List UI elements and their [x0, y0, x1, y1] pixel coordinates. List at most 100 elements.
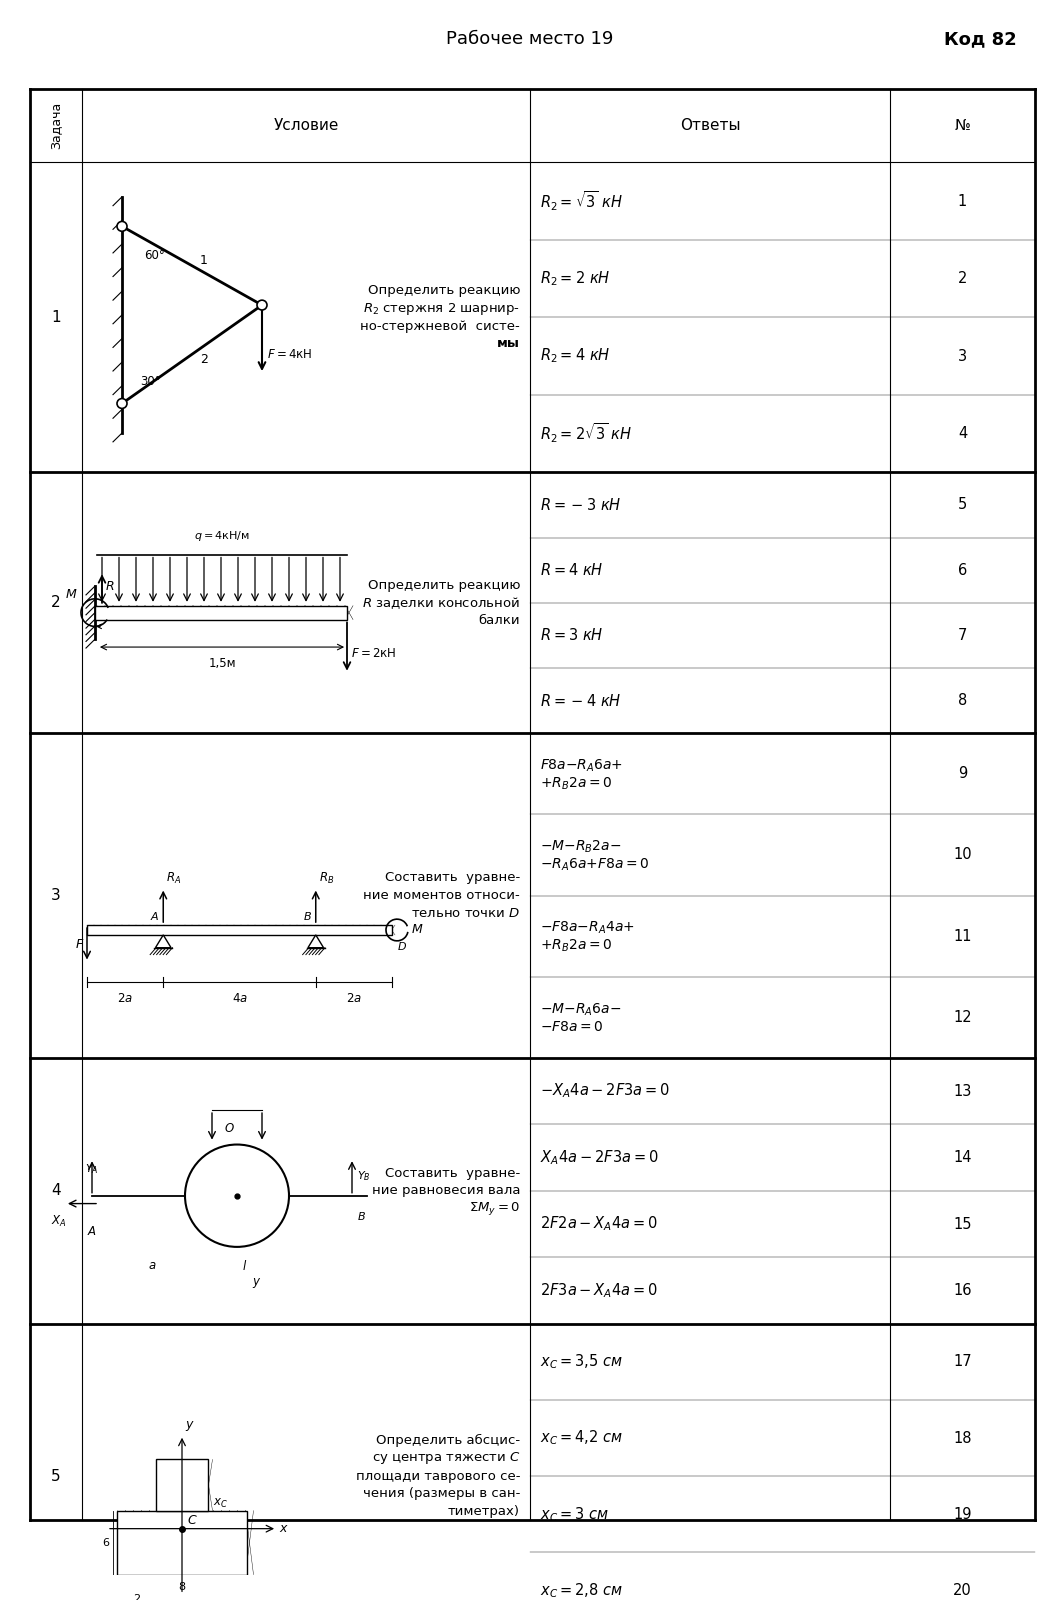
Text: $R$ заделки консольной: $R$ заделки консольной — [362, 595, 520, 611]
Text: 11: 11 — [953, 928, 972, 944]
Text: 5: 5 — [51, 1469, 60, 1483]
Text: $O$: $O$ — [223, 1122, 234, 1134]
Circle shape — [116, 221, 127, 232]
Text: тиметрах): тиметрах) — [448, 1506, 520, 1518]
Text: $-R_A6a{+}F8a{=}0$: $-R_A6a{+}F8a{=}0$ — [540, 856, 649, 874]
Text: Рабочее место 19: Рабочее место 19 — [446, 30, 613, 48]
Text: 6: 6 — [958, 563, 967, 578]
Text: $-M{-}R_B2a{-}$: $-M{-}R_B2a{-}$ — [540, 838, 622, 856]
Text: $x_C=3{,}5$ см: $x_C=3{,}5$ см — [540, 1352, 623, 1371]
Text: 16: 16 — [953, 1283, 972, 1298]
Text: $R=-3$ кН: $R=-3$ кН — [540, 498, 622, 514]
Text: $M$: $M$ — [411, 923, 424, 936]
Bar — [87, 925, 392, 934]
Bar — [156, 1459, 208, 1510]
Text: 2: 2 — [957, 270, 967, 286]
Text: $y$: $y$ — [252, 1277, 262, 1291]
Text: $R_2=\sqrt{3}$ кН: $R_2=\sqrt{3}$ кН — [540, 189, 623, 213]
Text: $-F8a{-}R_A4a{+}$: $-F8a{-}R_A4a{+}$ — [540, 920, 634, 936]
Text: $2a$: $2a$ — [118, 992, 133, 1005]
Text: Составить  уравне-: Составить уравне- — [384, 1166, 520, 1179]
Text: 18: 18 — [953, 1430, 972, 1445]
Text: 19: 19 — [953, 1507, 972, 1522]
Text: Условие: Условие — [273, 118, 339, 133]
Text: $l$: $l$ — [243, 1259, 247, 1272]
Text: Составить  уравне-: Составить уравне- — [384, 872, 520, 885]
Text: $-F8a{=}0$: $-F8a{=}0$ — [540, 1021, 604, 1034]
Text: $D$: $D$ — [397, 939, 407, 952]
Text: площади таврового се-: площади таврового се- — [356, 1470, 520, 1483]
Text: $R_A$: $R_A$ — [166, 870, 181, 886]
Text: $R=-4$ кН: $R=-4$ кН — [540, 693, 622, 709]
Text: 4: 4 — [958, 426, 967, 442]
Text: 17: 17 — [953, 1354, 972, 1370]
Text: Определить реакцию: Определить реакцию — [367, 285, 520, 298]
Text: $F=4$кН: $F=4$кН — [267, 347, 312, 360]
Text: 10: 10 — [953, 848, 972, 862]
Text: $q=4$кН/м: $q=4$кН/м — [194, 528, 250, 542]
Text: $B$: $B$ — [357, 1211, 366, 1222]
Text: но-стержневой  систе-: но-стержневой систе- — [360, 320, 520, 333]
Text: $M$: $M$ — [65, 589, 77, 602]
Text: $\Sigma M_y=0$: $\Sigma M_y=0$ — [468, 1200, 520, 1218]
Text: 1: 1 — [958, 194, 967, 208]
Text: 13: 13 — [953, 1083, 972, 1099]
Text: $a$: $a$ — [148, 1259, 157, 1272]
Text: $2F2a-X_A4a=0$: $2F2a-X_A4a=0$ — [540, 1214, 658, 1234]
Text: $x$: $x$ — [279, 1522, 289, 1534]
Text: 14: 14 — [953, 1150, 972, 1165]
Polygon shape — [156, 934, 172, 947]
Text: 60°: 60° — [144, 250, 165, 262]
Text: $x_C$: $x_C$ — [213, 1496, 228, 1510]
Text: $Y_A$: $Y_A$ — [85, 1162, 98, 1176]
Text: $-M{-}R_A6a{-}$: $-M{-}R_A6a{-}$ — [540, 1002, 622, 1018]
Text: мы: мы — [497, 338, 520, 350]
Text: 2: 2 — [51, 595, 60, 610]
Text: $R_B$: $R_B$ — [319, 870, 334, 886]
Text: $+R_B2a{=}0$: $+R_B2a{=}0$ — [540, 776, 612, 792]
Text: 9: 9 — [958, 766, 967, 781]
Circle shape — [257, 301, 267, 310]
Text: Ответы: Ответы — [680, 118, 740, 133]
Text: Определить абсцис-: Определить абсцис- — [376, 1434, 520, 1448]
Text: $R=3$ кН: $R=3$ кН — [540, 627, 604, 643]
Text: ние моментов относи-: ние моментов относи- — [363, 890, 520, 902]
Text: $R=4$ кН: $R=4$ кН — [540, 562, 604, 578]
Text: 2: 2 — [200, 352, 208, 366]
Text: ние равновесия вала: ние равновесия вала — [372, 1184, 520, 1197]
Text: $R_2=2\sqrt{3}$ кН: $R_2=2\sqrt{3}$ кН — [540, 422, 632, 445]
Bar — [95, 606, 347, 619]
Text: 12: 12 — [953, 1010, 972, 1026]
Text: $x_C=3$ см: $x_C=3$ см — [540, 1506, 609, 1523]
Text: $B$: $B$ — [303, 910, 311, 922]
Text: 6: 6 — [102, 1538, 109, 1547]
Text: $x_C=2{,}8$ см: $x_C=2{,}8$ см — [540, 1581, 623, 1600]
Text: 20: 20 — [953, 1582, 972, 1598]
Text: 4: 4 — [51, 1184, 60, 1198]
Text: $Y_B$: $Y_B$ — [357, 1170, 371, 1182]
Text: $R_2=4$ кН: $R_2=4$ кН — [540, 347, 610, 365]
Text: 15: 15 — [953, 1216, 972, 1232]
Text: 3: 3 — [958, 349, 967, 363]
Text: $R_2$ стержня 2 шарнир-: $R_2$ стержня 2 шарнир- — [363, 301, 520, 317]
Text: 8: 8 — [178, 1582, 185, 1592]
Bar — [116, 1510, 247, 1574]
Text: 2: 2 — [133, 1594, 140, 1600]
Text: $X_A$: $X_A$ — [51, 1213, 67, 1229]
Text: $F=2$кН: $F=2$кН — [351, 648, 396, 661]
Text: 1,5м: 1,5м — [209, 658, 236, 670]
Circle shape — [116, 398, 127, 408]
Text: 1: 1 — [51, 310, 60, 325]
Text: $F$: $F$ — [74, 938, 84, 952]
Text: 8: 8 — [958, 693, 967, 709]
Circle shape — [185, 1144, 289, 1246]
Text: 30°: 30° — [140, 376, 161, 389]
Text: тельно точки $D$: тельно точки $D$ — [411, 907, 520, 920]
Text: $2a$: $2a$ — [346, 992, 362, 1005]
Text: 7: 7 — [957, 627, 967, 643]
Text: су центра тяжести $C$: су центра тяжести $C$ — [372, 1451, 520, 1467]
Text: чения (размеры в сан-: чения (размеры в сан- — [362, 1488, 520, 1501]
Text: $+R_B2a{=}0$: $+R_B2a{=}0$ — [540, 938, 612, 954]
Text: $F8a{-}R_A6a{+}$: $F8a{-}R_A6a{+}$ — [540, 758, 623, 774]
Text: $A$: $A$ — [87, 1226, 97, 1238]
